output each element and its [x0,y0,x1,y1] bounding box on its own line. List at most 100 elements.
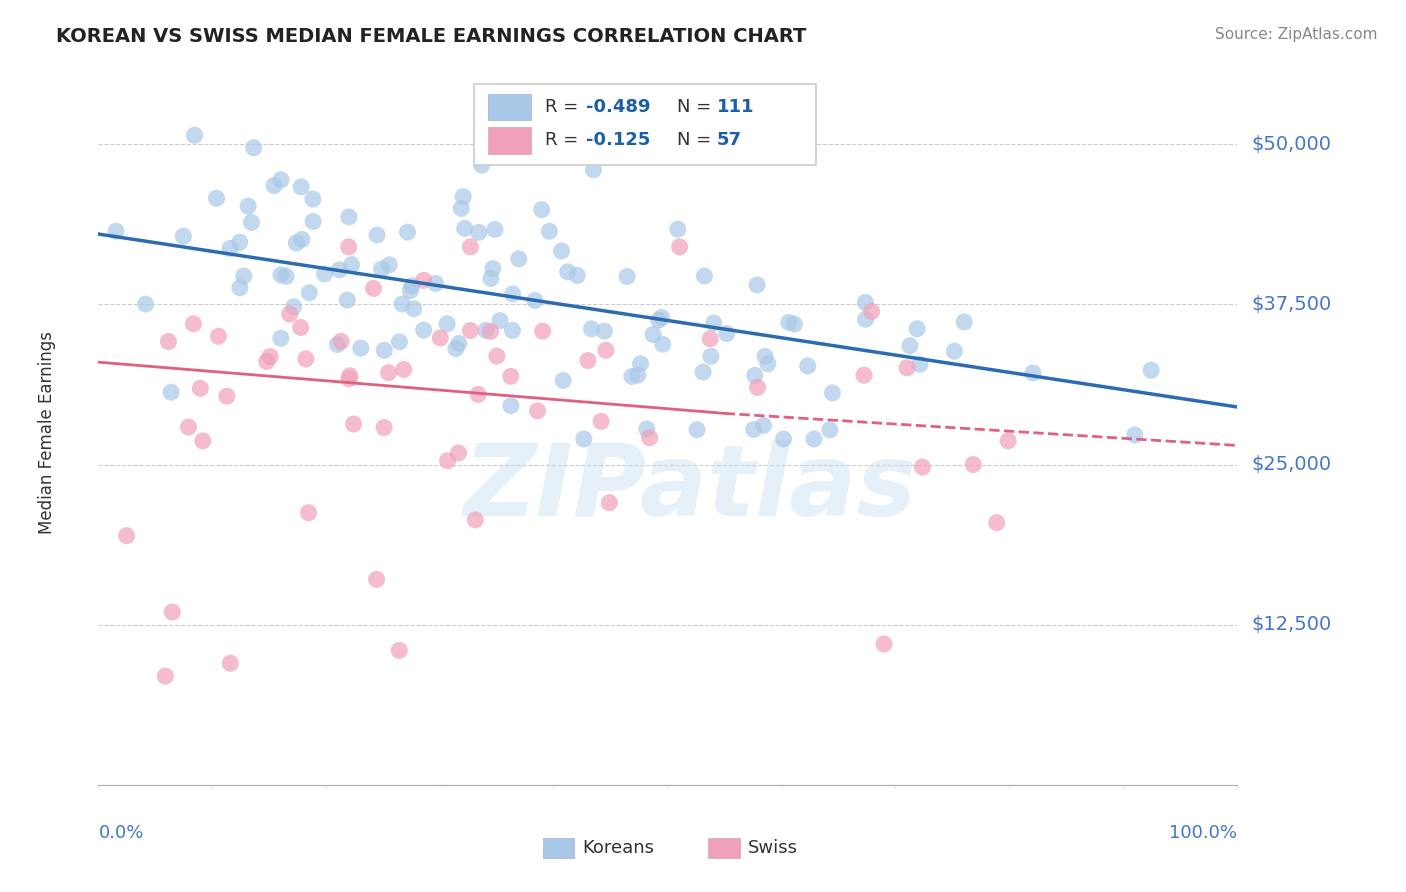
Point [450,202,472,216]
Point [207,329,229,343]
Point [205,191,228,205]
Text: -0.489: -0.489 [586,98,651,116]
Point [616,269,638,284]
Text: $25,000: $25,000 [1251,455,1331,475]
Text: R =: R = [546,131,583,149]
Text: Source: ZipAtlas.com: Source: ZipAtlas.com [1215,27,1378,42]
Point [747,380,769,394]
Point [582,162,605,177]
Point [436,454,458,468]
Text: -0.125: -0.125 [586,131,650,149]
Point [576,353,599,368]
Point [270,173,292,187]
Point [484,222,506,236]
Point [531,324,554,338]
Point [328,263,350,277]
Point [429,331,451,345]
Point [219,657,242,671]
Point [499,399,522,413]
Text: 111: 111 [717,98,755,116]
Point [276,269,298,284]
Point [460,240,482,254]
Point [572,432,595,446]
Point [593,324,616,338]
Point [772,432,794,446]
Point [236,199,259,213]
Point [686,423,709,437]
Point [377,366,399,380]
Point [557,265,579,279]
Text: Median Female Earnings: Median Female Earnings [38,331,56,534]
Text: R =: R = [546,98,583,116]
Point [754,349,776,363]
Point [342,417,364,431]
Point [242,141,264,155]
Point [373,343,395,358]
Point [853,368,876,383]
Point [326,337,349,351]
Point [460,324,482,338]
Point [453,221,475,235]
Text: Swiss: Swiss [748,838,797,856]
Point [188,381,211,395]
Text: ZIPatlas: ZIPatlas [464,441,917,538]
Point [232,268,254,283]
Point [191,434,214,448]
Point [336,293,359,307]
Text: $37,500: $37,500 [1251,295,1331,314]
Point [270,268,292,282]
Point [778,315,800,329]
Point [157,334,180,349]
Point [183,317,205,331]
Point [1123,428,1146,442]
Point [636,422,658,436]
Point [177,420,200,434]
Point [378,258,401,272]
FancyBboxPatch shape [474,84,815,165]
Point [447,446,470,460]
Point [638,431,661,445]
Point [337,372,360,386]
Point [648,313,671,327]
Point [388,643,411,657]
Point [290,320,312,334]
Point [803,432,825,446]
Point [595,343,617,358]
Point [388,334,411,349]
Point [425,277,447,291]
Point [373,420,395,434]
Point [134,297,156,311]
Point [444,342,467,356]
Point [172,229,194,244]
FancyBboxPatch shape [488,128,531,154]
Point [115,529,138,543]
Point [240,215,263,229]
Point [363,281,385,295]
Point [366,573,388,587]
Point [651,310,673,325]
Point [666,222,689,236]
Point [401,279,423,293]
Point [155,669,177,683]
Point [744,368,766,383]
Point [391,297,413,311]
Point [314,267,336,281]
Point [745,277,768,292]
FancyBboxPatch shape [543,838,575,857]
Point [337,210,360,224]
Point [502,287,524,301]
Point [285,235,308,250]
Point [598,495,620,509]
Point [337,240,360,254]
Point [692,365,714,379]
Point [962,458,984,472]
Point [821,386,844,401]
Point [295,351,318,366]
Point [651,337,673,351]
Point [474,323,496,337]
Point [630,357,652,371]
Text: $50,000: $50,000 [1251,135,1331,153]
Point [339,368,361,383]
Point [953,315,976,329]
FancyBboxPatch shape [707,838,740,857]
